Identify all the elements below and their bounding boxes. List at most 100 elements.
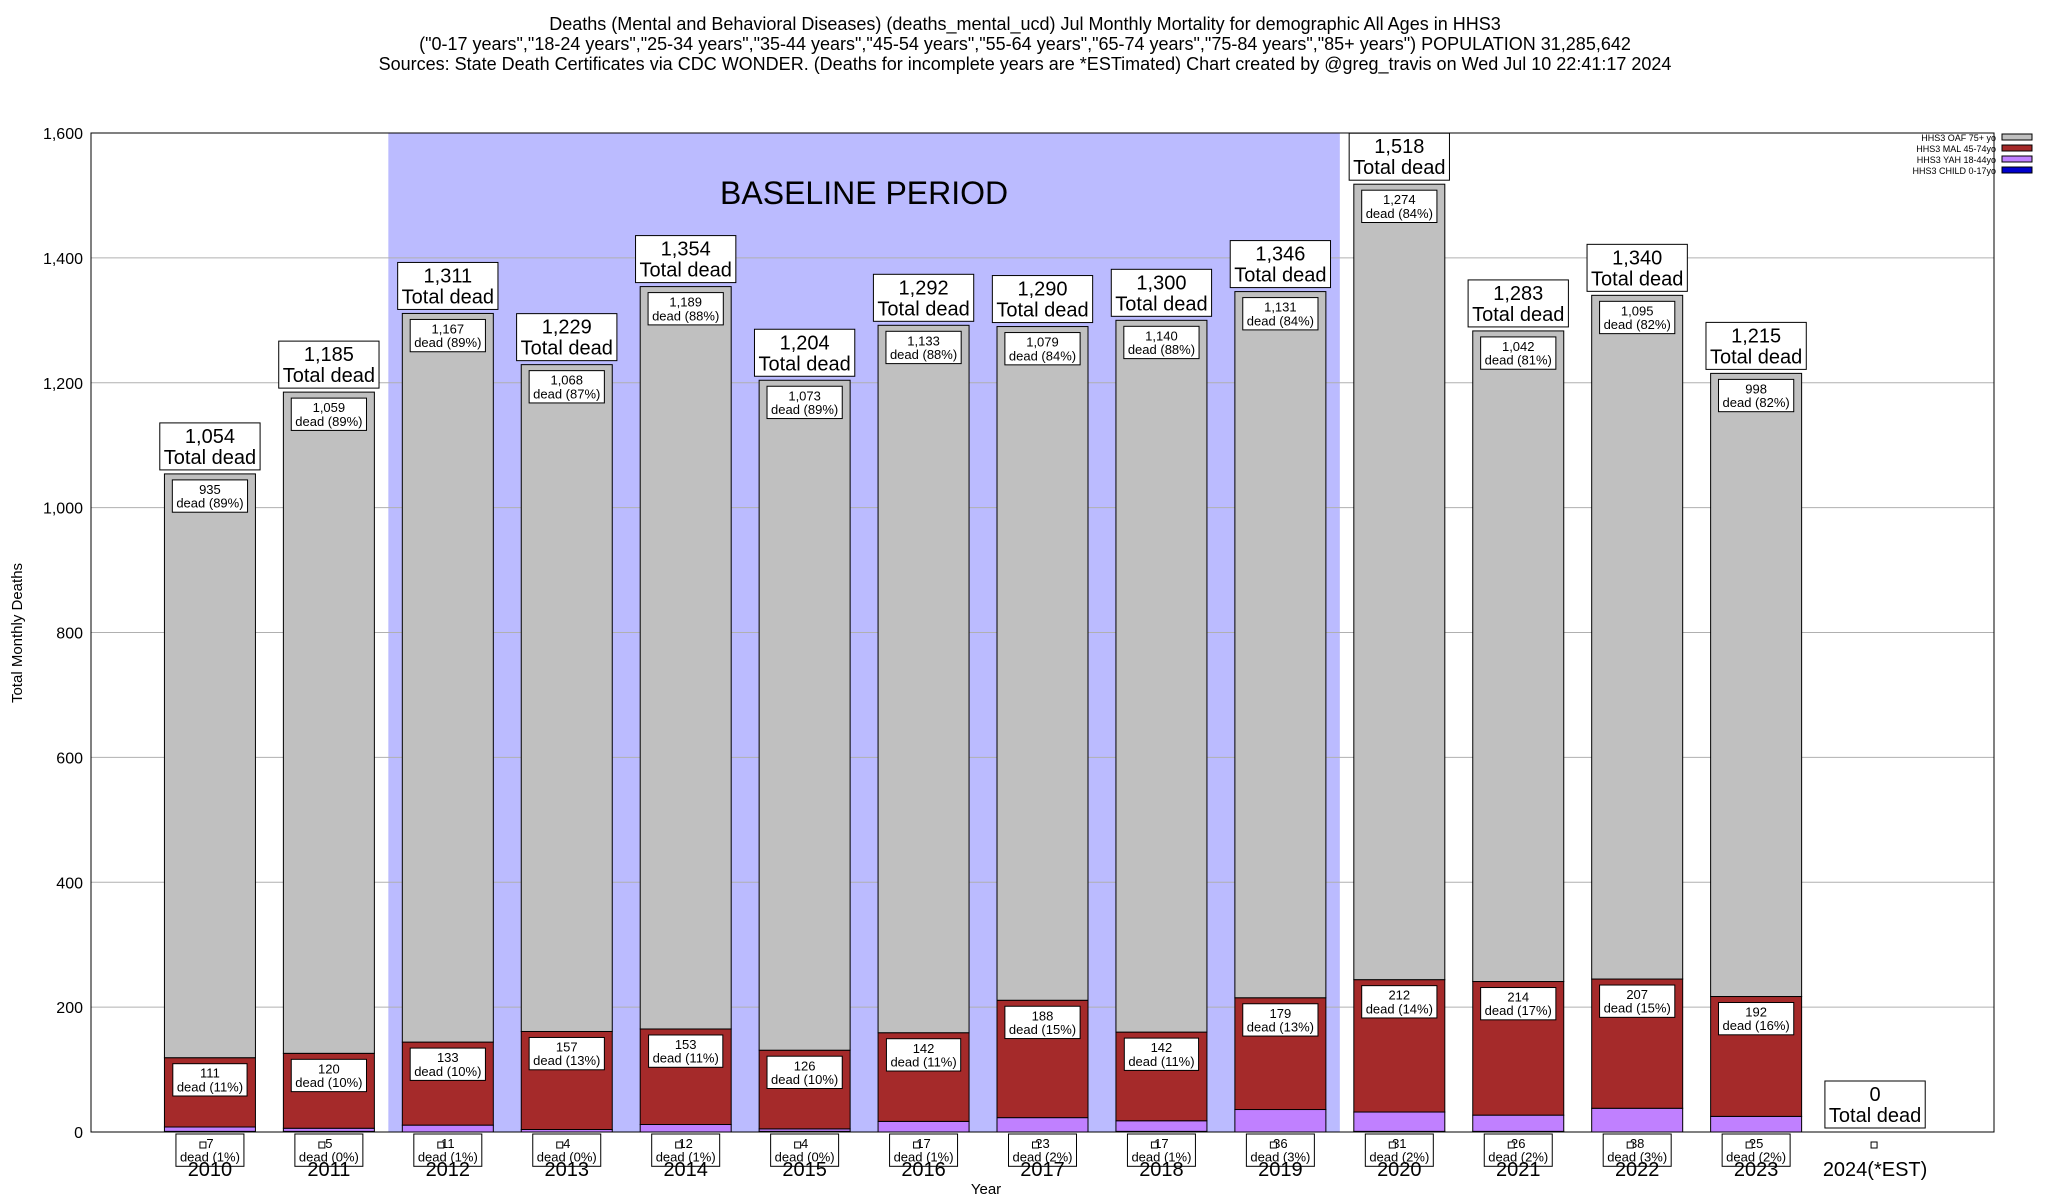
segment-label-text: 188 <box>1032 1008 1054 1023</box>
segment-label-box <box>171 479 249 513</box>
total-label-text: Total dead <box>1710 346 1802 368</box>
child-label-marker <box>1870 1141 1878 1149</box>
bar-segment <box>401 312 494 1043</box>
total-label-text: 1,185 <box>304 344 354 366</box>
x-tick-label: 2011 <box>307 1159 350 1181</box>
segment-label-box <box>1480 336 1557 370</box>
child-label-marker <box>1626 1141 1634 1149</box>
total-label-box <box>1586 243 1688 292</box>
segment-label-box <box>647 292 724 326</box>
segment-label-box <box>528 1036 605 1071</box>
segment-label-text: 142 <box>913 1041 935 1056</box>
segment-label-text: 7 <box>206 1136 213 1151</box>
segment-label-text: dead (2%) <box>1369 1150 1429 1165</box>
segment-label-box <box>1123 1037 1200 1071</box>
segment-label-text: dead (89%) <box>295 414 362 429</box>
segment-label-text: 1,042 <box>1502 339 1535 354</box>
child-label-marker <box>1388 1141 1396 1149</box>
segment-label-text: dead (11%) <box>177 1079 243 1094</box>
chart-title: Deaths (Mental and Behavioral Diseases) … <box>549 14 1500 35</box>
x-tick-label: 2024(*EST) <box>1823 1159 1928 1181</box>
segment-label-text: dead (87%) <box>533 386 600 401</box>
segment-label-box <box>885 1038 962 1072</box>
x-tick-label: 2023 <box>1734 1159 1779 1181</box>
legend-label: HHS3 MAL 45-74yo <box>1916 144 1996 154</box>
segment-label-text: 214 <box>1507 990 1529 1005</box>
total-label-text: 1,346 <box>1255 244 1305 266</box>
segment-label-box <box>1242 1003 1319 1037</box>
total-label-box <box>872 273 975 322</box>
bar-segment <box>163 1126 256 1132</box>
total-label-box <box>753 328 856 377</box>
segment-label-box <box>413 1133 483 1167</box>
bar-segment <box>996 326 1089 1001</box>
segment-label-text: 1,189 <box>669 295 702 310</box>
segment-label-text: dead (3%) <box>1607 1150 1667 1165</box>
y-tick-label: 800 <box>56 626 83 643</box>
segment-label-text: dead (17%) <box>1485 1003 1552 1018</box>
total-label-box <box>1824 1080 1926 1129</box>
total-label-box <box>635 235 737 284</box>
y-tick-label: 1,000 <box>43 501 83 518</box>
child-label-marker <box>1507 1141 1515 1149</box>
segment-label-text: 1,167 <box>432 321 465 336</box>
child-label-marker <box>913 1141 921 1149</box>
x-tick-label: 2020 <box>1377 1159 1422 1181</box>
segment-label-text: 1,068 <box>550 373 583 388</box>
segment-label-box <box>532 1133 602 1167</box>
segment-label-text: 212 <box>1388 988 1410 1003</box>
segment-label-box <box>1126 1133 1196 1167</box>
total-label-box <box>1110 268 1213 317</box>
segment-label-text: 1,095 <box>1621 303 1654 318</box>
segment-label-box <box>1721 1133 1791 1167</box>
total-label-text: 1,283 <box>1493 283 1543 305</box>
segment-label-text: dead (89%) <box>176 496 243 511</box>
segment-label-box <box>290 397 367 431</box>
total-label-text: Total dead <box>283 365 375 387</box>
total-label-text: 1,300 <box>1136 272 1186 294</box>
segment-label-text: dead (11%) <box>653 1051 719 1066</box>
segment-label-text: dead (10%) <box>414 1064 481 1079</box>
segment-label-box <box>1480 987 1557 1021</box>
segment-label-box <box>1364 1133 1434 1167</box>
segment-label-text: dead (15%) <box>1604 1001 1671 1016</box>
bar-segment <box>1472 330 1565 983</box>
segment-label-box <box>1602 1133 1672 1167</box>
segment-label-text: 120 <box>318 1061 340 1076</box>
child-label-marker <box>1745 1141 1753 1149</box>
total-label-text: 1,215 <box>1731 325 1781 347</box>
segment-label-box <box>1004 1005 1081 1040</box>
segment-label-text: dead (89%) <box>414 335 481 350</box>
segment-label-text: 935 <box>199 482 221 497</box>
segment-label-text: dead (2%) <box>1488 1150 1548 1165</box>
segment-label-text: 1,079 <box>1026 335 1059 350</box>
segment-label-text: dead (11%) <box>890 1054 956 1069</box>
total-label-box <box>991 275 1094 324</box>
y-tick-label: 600 <box>56 750 83 767</box>
bar-segment <box>877 324 970 1034</box>
segment-label-text: 179 <box>1270 1006 1292 1021</box>
segment-label-box <box>770 1133 840 1167</box>
segment-label-box <box>885 330 962 365</box>
bar-segment <box>1115 1120 1208 1132</box>
y-tick-label: 200 <box>56 1000 83 1017</box>
segment-label-box <box>528 370 605 404</box>
segment-label-box <box>766 385 843 420</box>
